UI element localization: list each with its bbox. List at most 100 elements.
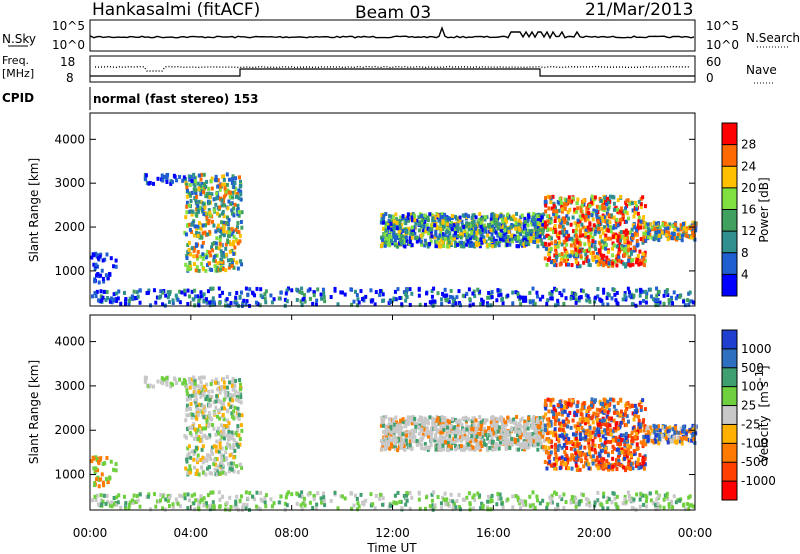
power-cell — [349, 287, 353, 292]
power-cell — [560, 218, 564, 223]
velocity-cell — [415, 421, 419, 426]
velocity-cell — [587, 462, 591, 467]
velocity-cell — [567, 466, 571, 471]
velocity-cell — [190, 393, 194, 398]
velocity-cell — [236, 470, 240, 475]
power-cell — [226, 258, 230, 263]
velocity-cell — [471, 445, 475, 450]
power-cell — [633, 225, 637, 230]
power-cell — [666, 293, 670, 298]
power-cell — [463, 229, 467, 234]
velocity-cell — [186, 427, 190, 432]
velocity-cell — [189, 396, 193, 401]
velocity-cell — [600, 409, 604, 414]
velocity-cell — [210, 394, 214, 399]
power-cell — [381, 218, 385, 223]
power-cell — [652, 237, 656, 242]
velocity-cell — [379, 439, 383, 444]
power-cell — [195, 194, 199, 199]
velocity-cell — [238, 387, 242, 392]
velocity-cell — [465, 437, 469, 442]
power-cell — [202, 172, 206, 177]
power-cell — [439, 237, 443, 242]
velocity-cell — [673, 439, 677, 444]
power-cell — [217, 246, 221, 251]
power-cell — [563, 246, 567, 251]
power-cell — [340, 290, 344, 295]
power-cell — [130, 294, 134, 299]
velocity-cell — [201, 426, 205, 431]
power-cell — [486, 295, 490, 300]
velocity-cell — [217, 449, 221, 454]
power-cell — [233, 202, 237, 207]
velocity-cell — [232, 387, 236, 392]
power-cell — [100, 268, 104, 273]
freq-label-1: Freq. — [2, 54, 29, 67]
power-cell — [624, 232, 628, 237]
power-cell — [467, 221, 471, 226]
power-cell — [550, 296, 554, 301]
power-cell — [186, 288, 190, 293]
velocity-cell — [216, 426, 220, 431]
power-cell — [232, 234, 236, 239]
velocity-cell — [532, 414, 536, 419]
velocity-cell — [625, 422, 629, 427]
velocity-cell — [612, 410, 616, 415]
power-cell — [607, 258, 611, 263]
power-cell — [392, 225, 396, 230]
power-cell — [501, 237, 505, 242]
velocity-cell — [499, 416, 503, 421]
power-cell — [631, 262, 635, 267]
power-cell — [440, 212, 444, 217]
power-cell — [547, 251, 551, 256]
power-cell — [609, 194, 613, 199]
velocity-cell — [421, 435, 425, 440]
velocity-cell — [646, 430, 650, 435]
velocity-cell — [402, 441, 406, 446]
power-cell — [241, 301, 245, 306]
velocity-cell — [588, 406, 592, 411]
power-cell — [466, 214, 470, 219]
power-cell — [471, 227, 475, 232]
velocity-cell — [501, 441, 505, 446]
power-cell — [479, 224, 483, 229]
power-cell — [426, 226, 430, 231]
power-cell — [94, 251, 98, 256]
power-cell — [579, 295, 583, 300]
power-cell — [540, 219, 544, 224]
power-cell — [494, 220, 498, 225]
velocity-cell — [568, 410, 572, 415]
velocity-cell — [607, 461, 611, 466]
power-cell — [636, 226, 640, 231]
velocity-cell — [546, 422, 550, 427]
power-cell — [166, 295, 170, 300]
velocity-cell — [194, 445, 198, 450]
power-cell — [207, 208, 211, 213]
power-cell — [446, 235, 450, 240]
velocity-cell — [404, 424, 408, 429]
power-cell — [441, 220, 445, 225]
power-cell — [388, 214, 392, 219]
power-cell — [436, 291, 440, 296]
power-cell — [187, 191, 191, 196]
power-cell — [440, 235, 444, 240]
power-cell — [642, 235, 646, 240]
velocity-cell — [423, 442, 427, 447]
power-cell — [611, 261, 615, 266]
velocity-cell — [388, 417, 392, 422]
velocity-cell — [541, 434, 545, 439]
velocity-cell — [435, 418, 439, 423]
power-cell — [616, 207, 620, 212]
power-cell — [621, 297, 625, 302]
power-cell — [228, 291, 232, 296]
velocity-cell — [381, 441, 385, 446]
power-cell — [616, 238, 620, 243]
power-cell — [329, 295, 333, 300]
velocity-cell — [563, 423, 567, 428]
power-cell — [488, 225, 492, 230]
power-cell — [505, 242, 509, 247]
power-cell — [225, 182, 229, 187]
power-cell — [211, 286, 215, 291]
power-cell — [553, 286, 557, 291]
power-cell — [214, 174, 218, 179]
